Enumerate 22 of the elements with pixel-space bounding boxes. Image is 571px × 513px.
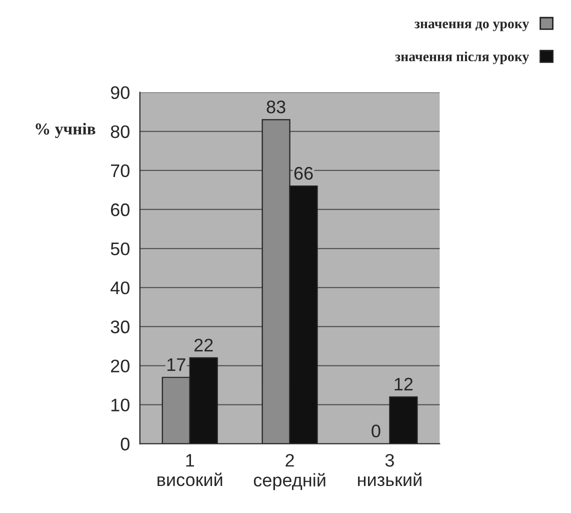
data-label: 22	[194, 338, 213, 352]
data-label: 66	[294, 166, 313, 180]
y-tick-label: 50	[110, 242, 130, 256]
y-tick-label: 60	[111, 203, 130, 216]
data-label: 12	[394, 378, 413, 390]
y-tick-label: 40	[110, 282, 130, 294]
legend-label: значення після уроку	[395, 52, 530, 64]
data-label: 0	[372, 424, 380, 438]
y-tick-label: 20	[111, 360, 130, 372]
data-label: 83	[266, 100, 286, 114]
y-tick-label: 70	[111, 164, 130, 178]
data-label: 17	[167, 358, 186, 371]
x-tick-label: 3 низький	[358, 454, 422, 486]
y-tick-label: 30	[110, 320, 130, 334]
y-tick-label: 10	[111, 398, 130, 412]
y-tick-label: 80	[110, 125, 130, 138]
x-tick-label: 1 високий	[158, 454, 222, 486]
y-axis-title: % учнів	[36, 122, 96, 138]
y-tick-label: 90	[110, 86, 130, 100]
legend-label: значення до уроку	[414, 22, 530, 32]
y-tick-label: 0	[120, 438, 130, 450]
x-tick-label: 2 середній	[254, 454, 326, 490]
